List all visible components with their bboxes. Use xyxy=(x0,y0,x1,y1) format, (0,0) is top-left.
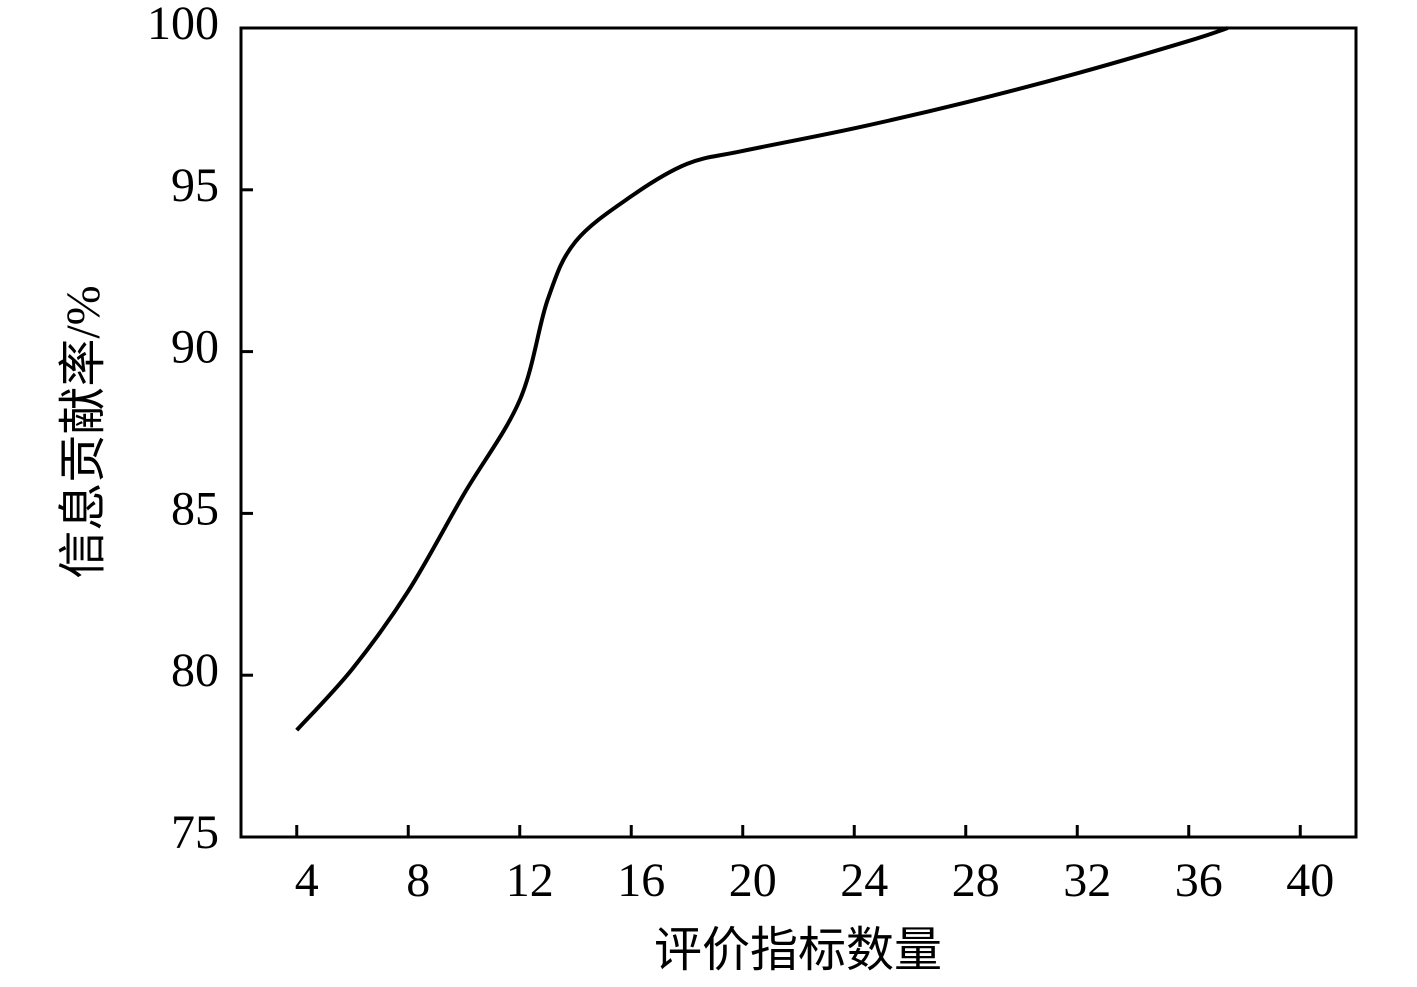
x-tick-label: 16 xyxy=(617,854,665,907)
y-tick-label: 90 xyxy=(171,321,219,374)
y-tick-label: 95 xyxy=(171,159,219,212)
x-tick-label: 12 xyxy=(506,854,554,907)
x-axis-label: 评价指标数量 xyxy=(654,924,942,977)
x-tick-label: 8 xyxy=(406,854,430,907)
y-tick-label: 85 xyxy=(171,482,219,535)
x-tick-label: 32 xyxy=(1063,854,1111,907)
x-tick-label: 24 xyxy=(840,854,888,907)
y-tick-label: 75 xyxy=(171,806,219,859)
x-tick-label: 20 xyxy=(729,854,777,907)
x-tick-label: 36 xyxy=(1175,854,1223,907)
y-tick-label: 100 xyxy=(147,0,219,50)
y-axis-label: 信息贡献率/% xyxy=(57,285,110,578)
x-tick-label: 40 xyxy=(1286,854,1334,907)
y-tick-label: 80 xyxy=(171,644,219,697)
x-tick-label: 4 xyxy=(295,854,319,907)
data-line xyxy=(295,26,1229,732)
plot-frame xyxy=(239,26,1358,839)
x-tick-label: 28 xyxy=(952,854,1000,907)
